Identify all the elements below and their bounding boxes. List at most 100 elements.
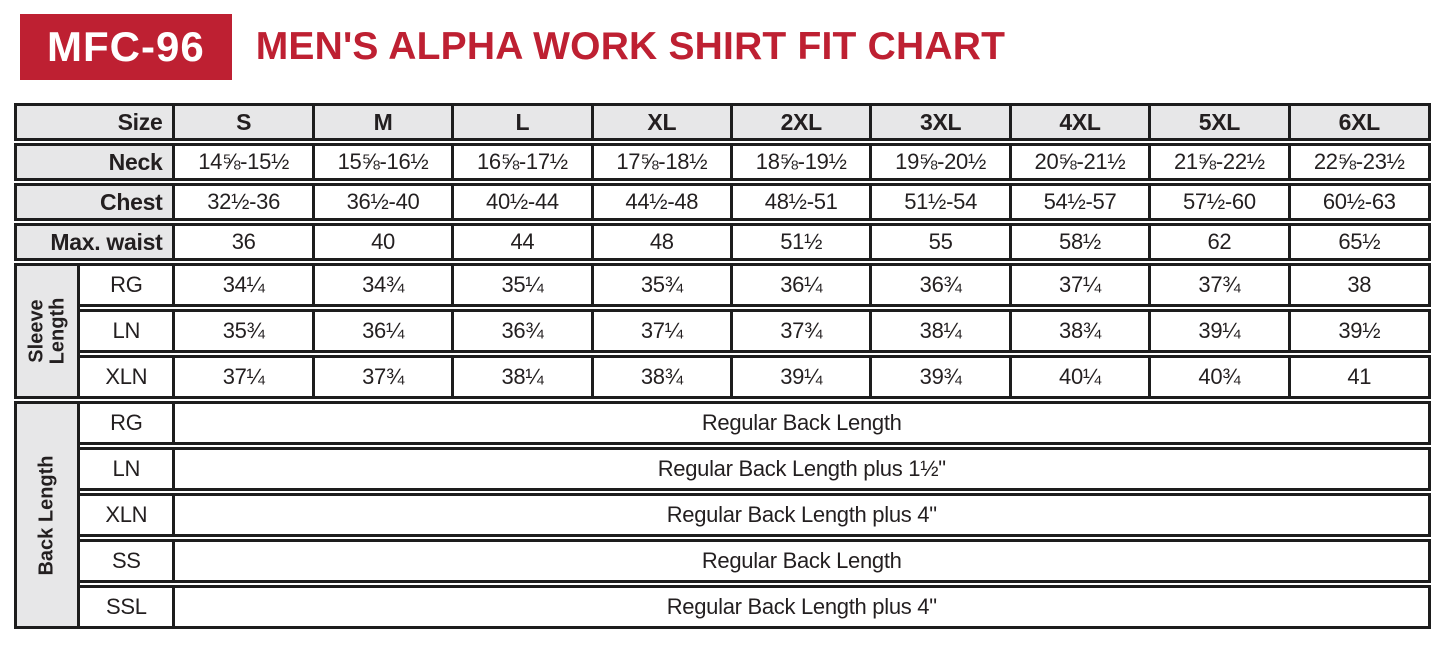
sleeve-xln-value: 40¼ — [1011, 355, 1152, 399]
back-length-label: Back Length — [35, 454, 58, 576]
neck-value: 17⅝-18½ — [593, 143, 734, 181]
chest-value: 60½-63 — [1290, 183, 1431, 221]
max-waist-value: 65½ — [1290, 223, 1431, 261]
neck-value: 19⅝-20½ — [872, 143, 1012, 181]
sleeve-rg-value: 37¼ — [1011, 263, 1152, 307]
sleeve-ln-value: 38¼ — [872, 309, 1012, 353]
max-waist-value: 36 — [175, 223, 315, 261]
back-ln-label: LN — [80, 447, 176, 491]
max-waist-value: 58½ — [1011, 223, 1152, 261]
sleeve-xln-value: 39¼ — [733, 355, 873, 399]
sleeve-ln-value: 36¾ — [454, 309, 594, 353]
chest-value: 32½-36 — [175, 183, 315, 221]
neck-value: 18⅝-19½ — [733, 143, 873, 181]
chest-value: 36½-40 — [314, 183, 455, 221]
neck-label: Neck — [14, 143, 176, 181]
sleeve-rg-value: 35¾ — [593, 263, 734, 307]
size-col-header: XL — [593, 103, 734, 141]
sleeve-ln-value: 38¾ — [1011, 309, 1152, 353]
size-col-header: 4XL — [1011, 103, 1152, 141]
sleeve-rg-row: Sleeve Length RG 34¼ 34¾ 35¼ 35¾ 36¼ 36¾… — [14, 263, 1431, 399]
sleeve-xln-row: XLN 37¼ 37¾ 38¼ 38¾ 39¼ 39¾ 40¼ 40¾ 41 — [14, 355, 1431, 399]
sleeve-xln-label: XLN — [80, 355, 176, 399]
sleeve-xln-value: 37¾ — [314, 355, 455, 399]
back-ss-label: SS — [80, 539, 176, 583]
chest-row: Chest 32½-36 36½-40 40½-44 44½-48 48½-51… — [14, 183, 1431, 221]
size-col-header: 6XL — [1290, 103, 1431, 141]
max-waist-value: 48 — [593, 223, 734, 261]
sleeve-rg-value: 34¼ — [175, 263, 315, 307]
chest-label: Chest — [14, 183, 176, 221]
sleeve-rg-value: 35¼ — [454, 263, 594, 307]
page: MFC-96 MEN'S ALPHA WORK SHIRT FIT CHART … — [14, 14, 1431, 631]
sleeve-rg-value: 36¼ — [733, 263, 873, 307]
size-label: Size — [14, 103, 176, 141]
size-col-header: 2XL — [733, 103, 873, 141]
back-ssl-value: Regular Back Length plus 4" — [175, 585, 1431, 629]
sleeve-xln-value: 38¼ — [454, 355, 594, 399]
neck-value: 16⅝-17½ — [454, 143, 594, 181]
sleeve-xln-value: 38¾ — [593, 355, 734, 399]
size-col-header: S — [175, 103, 315, 141]
sleeve-rg-value: 36¾ — [872, 263, 1012, 307]
sleeve-xln-value: 40¾ — [1151, 355, 1291, 399]
max-waist-row: Max. waist 36 40 44 48 51½ 55 58½ 62 65½ — [14, 223, 1431, 261]
max-waist-value: 44 — [454, 223, 594, 261]
size-col-header: 5XL — [1151, 103, 1291, 141]
sleeve-rg-value: 38 — [1290, 263, 1431, 307]
sleeve-ln-value: 35¾ — [175, 309, 315, 353]
chest-value: 51½-54 — [872, 183, 1012, 221]
size-header-row: Size S M L XL 2XL 3XL 4XL 5XL 6XL — [14, 103, 1431, 141]
sleeve-rg-label: RG — [80, 263, 176, 307]
back-ssl-label: SSL — [80, 585, 176, 629]
back-ln-row: LN Regular Back Length plus 1½" — [14, 447, 1431, 491]
fit-chart-table: Size S M L XL 2XL 3XL 4XL 5XL 6XL Neck 1… — [14, 101, 1431, 631]
back-xln-row: XLN Regular Back Length plus 4" — [14, 493, 1431, 537]
max-waist-value: 62 — [1151, 223, 1291, 261]
max-waist-value: 40 — [314, 223, 455, 261]
sleeve-length-label: Sleeve Length — [25, 297, 69, 365]
neck-value: 20⅝-21½ — [1011, 143, 1152, 181]
size-col-header: 3XL — [872, 103, 1012, 141]
sleeve-xln-value: 41 — [1290, 355, 1431, 399]
chest-value: 40½-44 — [454, 183, 594, 221]
max-waist-value: 51½ — [733, 223, 873, 261]
neck-value: 14⅝-15½ — [175, 143, 315, 181]
back-length-label-wrap: Back Length — [17, 404, 77, 626]
chest-value: 48½-51 — [733, 183, 873, 221]
back-rg-label: RG — [80, 401, 176, 445]
back-xln-value: Regular Back Length plus 4" — [175, 493, 1431, 537]
sleeve-rg-value: 34¾ — [314, 263, 455, 307]
sleeve-length-label-wrap: Sleeve Length — [17, 266, 77, 396]
back-ss-value: Regular Back Length — [175, 539, 1431, 583]
chest-value: 44½-48 — [593, 183, 734, 221]
sleeve-xln-value: 39¾ — [872, 355, 1012, 399]
chest-value: 54½-57 — [1011, 183, 1152, 221]
back-rg-row: Back Length RG Regular Back Length — [14, 401, 1431, 629]
neck-value: 15⅝-16½ — [314, 143, 455, 181]
product-code-badge: MFC-96 — [20, 14, 232, 80]
sleeve-xln-value: 37¼ — [175, 355, 315, 399]
back-ssl-row: SSL Regular Back Length plus 4" — [14, 585, 1431, 629]
sleeve-ln-value: 37¾ — [733, 309, 873, 353]
max-waist-label: Max. waist — [14, 223, 176, 261]
sleeve-ln-value: 39½ — [1290, 309, 1431, 353]
max-waist-value: 55 — [872, 223, 1012, 261]
back-rg-value: Regular Back Length — [175, 401, 1431, 445]
sleeve-ln-value: 36¼ — [314, 309, 455, 353]
back-xln-label: XLN — [80, 493, 176, 537]
page-header: MFC-96 MEN'S ALPHA WORK SHIRT FIT CHART — [20, 14, 1431, 80]
sleeve-ln-label: LN — [80, 309, 176, 353]
sleeve-ln-value: 37¼ — [593, 309, 734, 353]
chest-value: 57½-60 — [1151, 183, 1291, 221]
neck-row: Neck 14⅝-15½ 15⅝-16½ 16⅝-17½ 17⅝-18½ 18⅝… — [14, 143, 1431, 181]
sleeve-ln-value: 39¼ — [1151, 309, 1291, 353]
back-length-group-label: Back Length — [14, 401, 81, 629]
neck-value: 22⅝-23½ — [1290, 143, 1431, 181]
size-col-header: L — [454, 103, 594, 141]
sleeve-length-group-label: Sleeve Length — [14, 263, 81, 399]
size-col-header: M — [314, 103, 455, 141]
page-title: MEN'S ALPHA WORK SHIRT FIT CHART — [255, 25, 1006, 68]
neck-value: 21⅝-22½ — [1151, 143, 1291, 181]
sleeve-ln-row: LN 35¾ 36¼ 36¾ 37¼ 37¾ 38¼ 38¾ 39¼ 39½ — [14, 309, 1431, 353]
